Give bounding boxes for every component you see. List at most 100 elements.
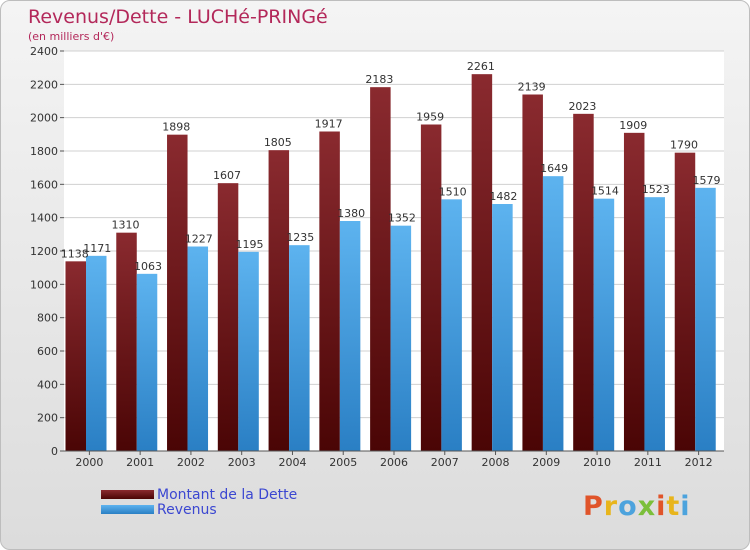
data-label-revenus: 1380 bbox=[337, 207, 365, 220]
bar-dette-2000 bbox=[65, 261, 86, 451]
data-label-dette: 2183 bbox=[365, 73, 393, 86]
x-tick-label-2010: 2010 bbox=[583, 456, 611, 469]
logo-letter: x bbox=[637, 491, 657, 522]
data-label-revenus: 1649 bbox=[540, 162, 568, 175]
legend-swatch-revenus bbox=[101, 505, 154, 514]
data-label-revenus: 1352 bbox=[388, 212, 416, 225]
bar-dette-2004 bbox=[268, 150, 290, 451]
legend: Montant de la Dette Revenus bbox=[101, 486, 298, 518]
data-label-revenus: 1171 bbox=[83, 242, 111, 255]
x-tick-label-2003: 2003 bbox=[228, 456, 256, 469]
data-label-dette: 1805 bbox=[264, 136, 292, 149]
y-tick-label: 1000 bbox=[30, 278, 58, 291]
x-axis-ticks: 2000 2001 2002 2003 2004 2005 2006 2007 2008 2009… bbox=[75, 451, 713, 469]
logo-letter: P bbox=[583, 491, 604, 522]
data-label-dette: 2023 bbox=[568, 100, 596, 113]
bar-dette-2009 bbox=[522, 94, 543, 451]
data-label-dette: 1917 bbox=[315, 118, 343, 131]
bar-dette-2011 bbox=[623, 132, 645, 452]
bar-revenus-2010 bbox=[593, 198, 615, 451]
bar-revenus-2000 bbox=[86, 255, 107, 451]
bars bbox=[65, 74, 716, 452]
logo-letter: i bbox=[680, 491, 691, 522]
x-tick-label-2007: 2007 bbox=[431, 456, 459, 469]
x-tick-label-2000: 2000 bbox=[75, 456, 103, 469]
data-label-dette: 2261 bbox=[467, 60, 495, 73]
data-label-revenus: 1579 bbox=[692, 174, 720, 187]
data-label-dette: 1959 bbox=[416, 111, 444, 124]
logo-letter: i bbox=[656, 491, 667, 522]
x-tick-label-2008: 2008 bbox=[482, 456, 510, 469]
y-tick-label: 600 bbox=[37, 345, 58, 358]
legend-item-dette: Montant de la Dette bbox=[101, 486, 298, 503]
x-tick-label-2009: 2009 bbox=[532, 456, 560, 469]
y-tick-label: 1600 bbox=[30, 178, 58, 191]
data-label-dette: 1909 bbox=[619, 119, 647, 132]
chart-subtitle: (en milliers d'€) bbox=[28, 30, 115, 43]
data-label-revenus: 1482 bbox=[489, 190, 517, 203]
bar-dette-2003 bbox=[217, 183, 239, 451]
legend-label-revenus: Revenus bbox=[157, 501, 217, 518]
x-tick-label-2006: 2006 bbox=[380, 456, 408, 469]
data-label-revenus: 1195 bbox=[236, 238, 264, 251]
data-label-revenus: 1227 bbox=[185, 233, 213, 246]
data-label-dette: 1138 bbox=[61, 247, 89, 260]
bar-revenus-2011 bbox=[644, 197, 665, 451]
x-tick-label-2011: 2011 bbox=[634, 456, 662, 469]
data-label-dette: 1607 bbox=[213, 169, 241, 182]
logo-letter: t bbox=[666, 491, 681, 522]
data-label-dette: 1310 bbox=[112, 219, 140, 232]
bar-revenus-2007 bbox=[441, 199, 462, 451]
bar-revenus-2004 bbox=[289, 245, 310, 451]
y-axis-ticks: 0 200 400 600 800 1000 1200 1400 1600 1800 2000 220… bbox=[30, 45, 64, 458]
legend-label-dette: Montant de la Dette bbox=[157, 486, 298, 503]
legend-item-revenus: Revenus bbox=[101, 501, 297, 518]
bar-dette-2006 bbox=[370, 87, 391, 452]
data-label-dette: 2139 bbox=[518, 81, 546, 94]
data-label-revenus: 1514 bbox=[591, 185, 619, 198]
logo-letter: r bbox=[603, 491, 619, 522]
x-tick-label-2005: 2005 bbox=[329, 456, 357, 469]
data-label-revenus: 1523 bbox=[642, 183, 670, 196]
bar-revenus-2009 bbox=[542, 176, 564, 451]
y-tick-label: 1400 bbox=[30, 212, 58, 225]
y-tick-label: 400 bbox=[37, 378, 58, 391]
y-tick-label: 2200 bbox=[30, 78, 58, 91]
bar-revenus-2003 bbox=[238, 251, 259, 451]
y-tick-label: 2400 bbox=[30, 45, 58, 58]
bar-revenus-2008 bbox=[492, 204, 513, 451]
bar-revenus-2005 bbox=[339, 221, 361, 451]
bar-dette-2010 bbox=[573, 113, 594, 451]
x-tick-label-2004: 2004 bbox=[278, 456, 306, 469]
bar-dette-2012 bbox=[674, 152, 696, 451]
y-tick-label: 2000 bbox=[30, 112, 58, 125]
data-label-revenus: 1510 bbox=[439, 185, 467, 198]
bar-dette-2002 bbox=[167, 134, 188, 451]
legend-swatch-dette bbox=[101, 490, 154, 499]
y-tick-label: 1800 bbox=[30, 145, 58, 158]
chart-title: Revenus/Dette - LUCHé-PRINGé bbox=[28, 6, 328, 28]
x-tick-label-2001: 2001 bbox=[126, 456, 154, 469]
bar-dette-2001 bbox=[116, 232, 137, 451]
bar-dette-2007 bbox=[420, 124, 442, 451]
bar-revenus-2012 bbox=[695, 187, 716, 452]
data-label-dette: 1790 bbox=[670, 139, 698, 152]
bar-revenus-2006 bbox=[390, 225, 412, 451]
logo-letter: o bbox=[618, 491, 638, 522]
data-label-revenus: 1063 bbox=[134, 260, 162, 273]
x-tick-label-2012: 2012 bbox=[685, 456, 713, 469]
bar-revenus-2001 bbox=[136, 273, 158, 451]
y-tick-label: 0 bbox=[51, 445, 58, 458]
y-tick-label: 200 bbox=[37, 412, 58, 425]
x-tick-label-2002: 2002 bbox=[177, 456, 205, 469]
y-tick-label: 800 bbox=[37, 312, 58, 325]
bar-revenus-2002 bbox=[187, 246, 209, 451]
bar-dette-2008 bbox=[471, 74, 493, 452]
data-label-dette: 1898 bbox=[162, 121, 190, 134]
proxiti-logo: Proxiti bbox=[583, 491, 691, 522]
y-tick-label: 1200 bbox=[30, 245, 58, 258]
data-label-revenus: 1235 bbox=[286, 231, 314, 244]
